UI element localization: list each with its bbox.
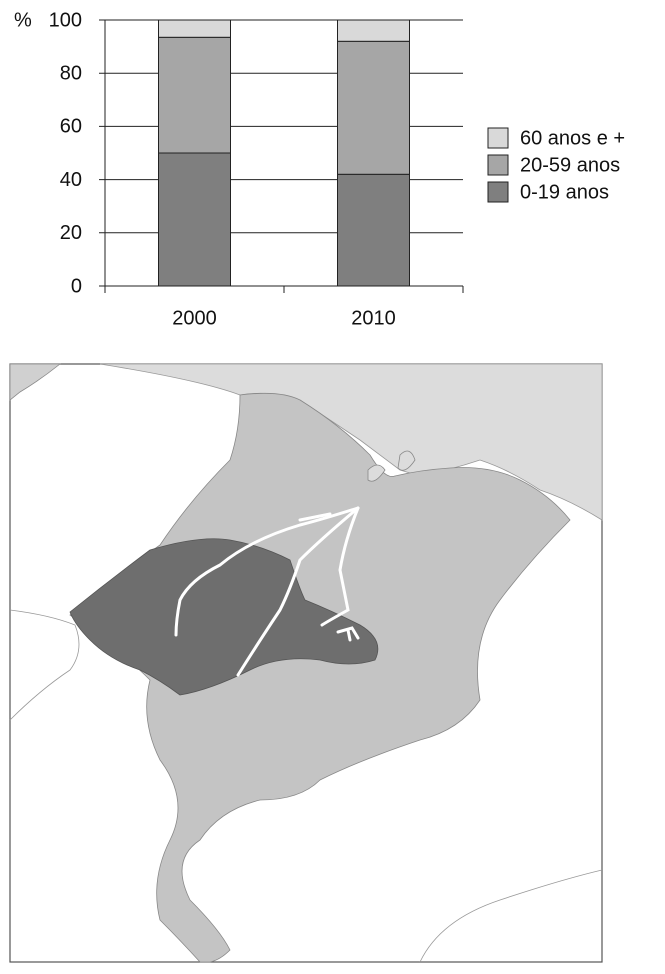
bar-segment bbox=[337, 173, 410, 287]
bar-segment bbox=[158, 152, 231, 287]
river bbox=[336, 626, 360, 642]
river bbox=[320, 506, 360, 627]
y-axis-label: % bbox=[14, 9, 32, 31]
legend-swatch bbox=[487, 127, 509, 149]
map-rivers bbox=[174, 506, 360, 677]
chart: % 0 20 40 60 80 100 2000 2010 0-19 anos 20-59 ano… bbox=[14, 9, 625, 329]
legend-label: 20-59 anos bbox=[520, 154, 620, 176]
river bbox=[174, 506, 360, 637]
y-tick-label: 40 bbox=[60, 169, 82, 191]
bar-segment bbox=[337, 19, 410, 42]
legend-swatch bbox=[487, 181, 509, 203]
y-tick-label: 20 bbox=[60, 222, 82, 244]
y-tick-label: 0 bbox=[71, 275, 82, 297]
x-tick-label: 2010 bbox=[351, 307, 396, 329]
map bbox=[9, 363, 603, 963]
y-tick-label: 100 bbox=[49, 9, 82, 31]
map-island bbox=[367, 450, 416, 482]
legend-label: 0-19 anos bbox=[520, 181, 609, 203]
map-border bbox=[9, 609, 80, 721]
map-region bbox=[9, 363, 62, 401]
x-tick-label: 2000 bbox=[172, 307, 217, 329]
bar-segment bbox=[337, 40, 410, 175]
legend-swatch bbox=[487, 154, 509, 176]
bar-segment bbox=[158, 19, 231, 38]
y-tick-label: 80 bbox=[60, 62, 82, 84]
map-border bbox=[419, 869, 603, 963]
river bbox=[236, 506, 360, 677]
y-tick-label: 60 bbox=[60, 116, 82, 138]
map-highlight bbox=[69, 538, 379, 696]
legend-label: 60 anos e + bbox=[520, 127, 625, 149]
bar-segment bbox=[158, 36, 231, 154]
river bbox=[298, 512, 332, 522]
